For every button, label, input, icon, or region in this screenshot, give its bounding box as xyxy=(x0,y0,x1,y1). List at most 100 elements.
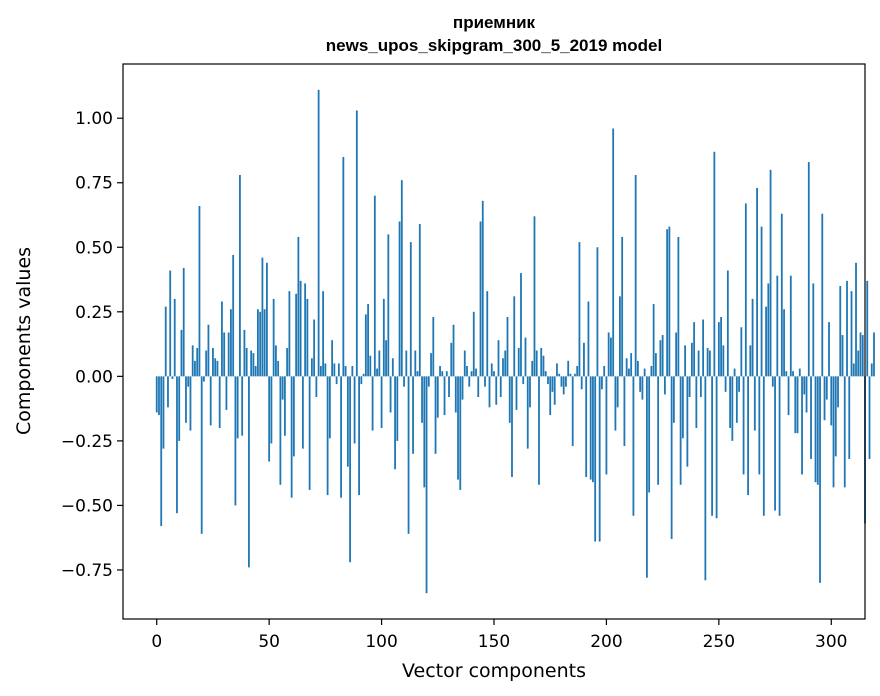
bar-182 xyxy=(565,376,567,387)
x-tick-label-0: 0 xyxy=(151,632,162,652)
bar-289 xyxy=(805,376,808,413)
bar-193 xyxy=(589,376,592,480)
bar-110 xyxy=(403,376,405,387)
bar-309 xyxy=(850,291,853,377)
bar-141 xyxy=(472,311,475,377)
bar-128 xyxy=(443,376,446,416)
bar-113 xyxy=(409,242,412,377)
bar-102 xyxy=(385,340,387,377)
bar-88 xyxy=(353,376,356,444)
bar-317 xyxy=(868,376,871,459)
bar-189 xyxy=(580,376,583,390)
bar-212 xyxy=(632,376,635,516)
bar-285 xyxy=(796,376,799,434)
bar-10 xyxy=(178,376,181,441)
bar-97 xyxy=(373,195,376,377)
bar-292 xyxy=(812,283,815,377)
bar-225 xyxy=(661,335,664,377)
bar-54 xyxy=(277,360,280,377)
bar-103 xyxy=(387,234,390,377)
bar-153 xyxy=(499,376,502,397)
bar-198 xyxy=(601,376,603,390)
bar-288 xyxy=(803,376,806,395)
bar-286 xyxy=(798,368,801,377)
bar-314 xyxy=(861,335,864,377)
bar-264 xyxy=(749,345,752,377)
bar-301 xyxy=(832,376,835,488)
bar-30 xyxy=(223,332,226,377)
bar-16 xyxy=(191,345,194,377)
bar-270 xyxy=(762,376,765,516)
y-tick-label-6: 0.75 xyxy=(75,174,113,194)
bar-191 xyxy=(585,376,588,478)
bar-305 xyxy=(841,335,844,377)
bar-238 xyxy=(690,342,693,377)
bar-47 xyxy=(261,257,264,377)
bar-62 xyxy=(295,293,298,377)
bar-99 xyxy=(378,350,381,377)
bar-236 xyxy=(686,376,689,467)
x-axis-ticks: 0 50 100 150 200 250 300 xyxy=(151,619,847,652)
bar-155 xyxy=(504,350,507,377)
bar-230 xyxy=(672,376,675,423)
bar-308 xyxy=(848,376,851,459)
bar-174 xyxy=(547,376,549,385)
bar-129 xyxy=(445,371,448,377)
bar-280 xyxy=(785,371,788,377)
bar-177 xyxy=(553,376,556,405)
bar-51 xyxy=(270,376,273,444)
bar-142 xyxy=(475,368,477,377)
x-tick-label-5: 250 xyxy=(703,632,735,652)
bar-296 xyxy=(821,213,824,377)
bar-179 xyxy=(558,373,561,377)
bar-231 xyxy=(675,332,678,377)
bar-312 xyxy=(857,350,860,377)
bar-252 xyxy=(722,345,725,377)
bar-294 xyxy=(816,376,819,485)
bar-3 xyxy=(162,376,165,449)
bar-33 xyxy=(230,309,232,377)
y-tick-label-1: −0.50 xyxy=(61,496,113,516)
bar-39 xyxy=(243,329,246,377)
bar-243 xyxy=(702,319,705,377)
bar-34 xyxy=(232,255,235,377)
bar-235 xyxy=(684,345,687,377)
bar-255 xyxy=(729,376,731,428)
bar-58 xyxy=(286,347,289,377)
bar-313 xyxy=(859,332,862,377)
bar-115 xyxy=(414,350,417,377)
bar-237 xyxy=(688,376,691,397)
bar-214 xyxy=(637,360,639,377)
bar-181 xyxy=(562,376,565,395)
bar-161 xyxy=(517,347,520,377)
bar-89 xyxy=(355,110,358,377)
bar-290 xyxy=(807,162,810,377)
bar-283 xyxy=(792,371,794,377)
bar-239 xyxy=(693,322,696,377)
bar-194 xyxy=(592,376,594,483)
bar-117 xyxy=(418,224,421,377)
bar-63 xyxy=(297,236,300,377)
bar-154 xyxy=(502,358,504,377)
bar-211 xyxy=(630,353,633,377)
bar-144 xyxy=(479,221,482,377)
bar-203 xyxy=(612,128,615,377)
bar-274 xyxy=(771,376,774,387)
chart-title-line-1: приемник xyxy=(453,13,536,32)
y-tick-label-7: 1.00 xyxy=(75,109,113,129)
bar-192 xyxy=(587,301,590,377)
bar-45 xyxy=(257,309,259,377)
bar-183 xyxy=(567,360,570,377)
bar-7 xyxy=(171,376,174,379)
bar-316 xyxy=(866,280,869,377)
bar-18 xyxy=(196,347,199,377)
bar-267 xyxy=(756,187,758,377)
bar-series xyxy=(155,89,875,594)
bar-168 xyxy=(533,216,536,377)
bar-287 xyxy=(801,376,803,475)
bar-232 xyxy=(677,236,680,377)
bar-111 xyxy=(405,350,408,377)
bar-170 xyxy=(538,376,540,485)
bar-269 xyxy=(760,226,763,377)
bar-66 xyxy=(304,283,307,377)
